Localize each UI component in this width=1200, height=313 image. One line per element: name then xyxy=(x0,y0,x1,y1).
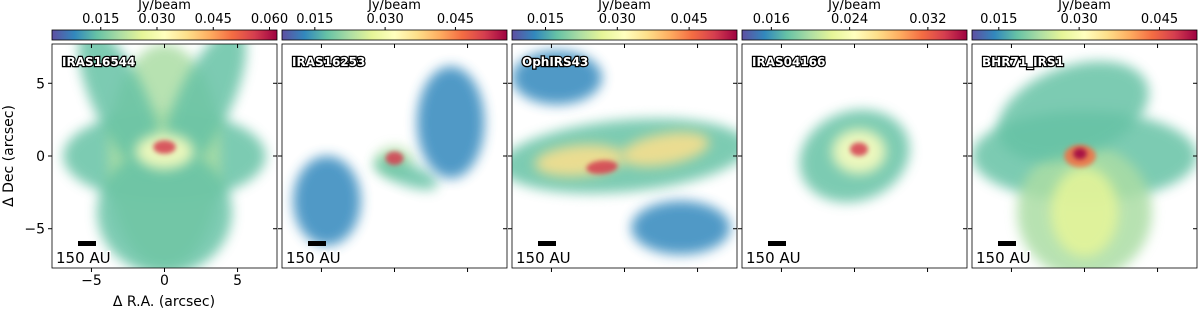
map xyxy=(282,44,507,268)
colorbar-tick-label: 0.030 xyxy=(138,12,175,27)
colorbar-tick-label: 0.015 xyxy=(527,12,564,27)
panel: 0.015 0.030 0.045 0.060 Jy/beam −5 0 5 −5 0 5 IRAS1… xyxy=(24,0,288,289)
map xyxy=(512,44,737,268)
emission xyxy=(850,142,868,156)
colorbar-tick-label: 0.015 xyxy=(980,12,1017,27)
scale-bar-label: 150 AU xyxy=(976,249,1031,267)
colorbar-label: Jy/beam xyxy=(1057,0,1111,13)
x-tick-label: 0 xyxy=(160,273,169,289)
panel-name: IRAS16544 xyxy=(62,55,135,69)
emission xyxy=(163,44,247,172)
panel-name: IRAS16253 xyxy=(292,55,365,69)
panel: 0.015 0.030 0.045 Jy/beam BHR71_IRS1 150 AU xyxy=(968,0,1198,272)
y-tick-label: 0 xyxy=(36,149,45,165)
emission xyxy=(78,44,161,172)
emission xyxy=(1073,148,1087,160)
colorbar-label: Jy/beam xyxy=(137,0,191,13)
colorbar-tick-label: 0.045 xyxy=(195,12,232,27)
colorbar-tick-label: 0.015 xyxy=(82,12,119,27)
map xyxy=(742,44,967,268)
scale-bar-label: 150 AU xyxy=(286,249,341,267)
colorbar-tick-label: 0.030 xyxy=(367,12,404,27)
emission xyxy=(631,200,731,255)
x-tick-label: 5 xyxy=(233,273,242,289)
panel: 0.016 0.024 0.032 Jy/beam IRAS04166 150 AU xyxy=(738,0,968,272)
panel: 0.015 0.030 0.045 Jy/beam IRAS16253 150 AU xyxy=(278,0,508,272)
colorbar-tick-label: 0.016 xyxy=(753,12,790,27)
colorbar xyxy=(971,29,1198,41)
map xyxy=(972,44,1197,268)
emission xyxy=(1050,167,1119,257)
colorbar-tick-label: 0.024 xyxy=(831,12,868,27)
scale-bar xyxy=(768,241,786,246)
scale-bar-label: 150 AU xyxy=(56,249,111,267)
y-tick-label: −5 xyxy=(24,222,45,238)
colorbar-label: Jy/beam xyxy=(597,0,651,13)
scale-bar xyxy=(998,241,1016,246)
panel-name: OphIRS43 xyxy=(522,55,588,69)
scale-bar-label: 150 AU xyxy=(516,249,571,267)
emission xyxy=(512,50,602,105)
emission xyxy=(373,158,438,190)
emission xyxy=(385,151,404,165)
colorbar-tick-label: 0.030 xyxy=(1061,12,1098,27)
colorbar xyxy=(281,29,508,41)
panel-name: BHR71_IRS1 xyxy=(982,55,1064,70)
emission xyxy=(620,131,710,167)
emission xyxy=(417,66,485,179)
x-tick-label: −5 xyxy=(81,273,102,289)
colorbar-tick-label: 0.015 xyxy=(296,12,333,27)
y-axis-label: Δ Dec (arcsec) xyxy=(1,105,17,207)
scale-bar xyxy=(78,241,96,246)
colorbar-tick-label: 0.045 xyxy=(437,12,474,27)
scale-bar xyxy=(308,241,326,246)
colorbar-tick-label: 0.045 xyxy=(1141,12,1178,27)
colorbar-label: Jy/beam xyxy=(367,0,421,13)
colorbar-tick-label: 0.060 xyxy=(251,12,288,27)
emission xyxy=(293,156,361,246)
scale-bar xyxy=(538,241,556,246)
panel: 0.015 0.030 0.045 Jy/beam OphIRS43 150 AU xyxy=(508,0,738,272)
colorbar xyxy=(51,29,278,41)
emission xyxy=(997,61,1149,162)
colorbar-tick-label: 0.032 xyxy=(909,12,946,27)
panel-name: IRAS04166 xyxy=(752,55,825,69)
colorbar-label: Jy/beam xyxy=(827,0,881,13)
scale-bar-label: 150 AU xyxy=(746,249,801,267)
x-axis-label: Δ R.A. (arcsec) xyxy=(113,294,215,310)
y-tick-label: 5 xyxy=(36,76,45,92)
emission xyxy=(97,149,232,268)
emission xyxy=(153,140,176,154)
emission xyxy=(586,160,618,175)
map xyxy=(52,44,277,268)
colorbar-tick-label: 0.030 xyxy=(599,12,636,27)
colorbar xyxy=(741,29,968,41)
colorbar xyxy=(511,29,738,41)
colorbar-tick-label: 0.045 xyxy=(671,12,708,27)
